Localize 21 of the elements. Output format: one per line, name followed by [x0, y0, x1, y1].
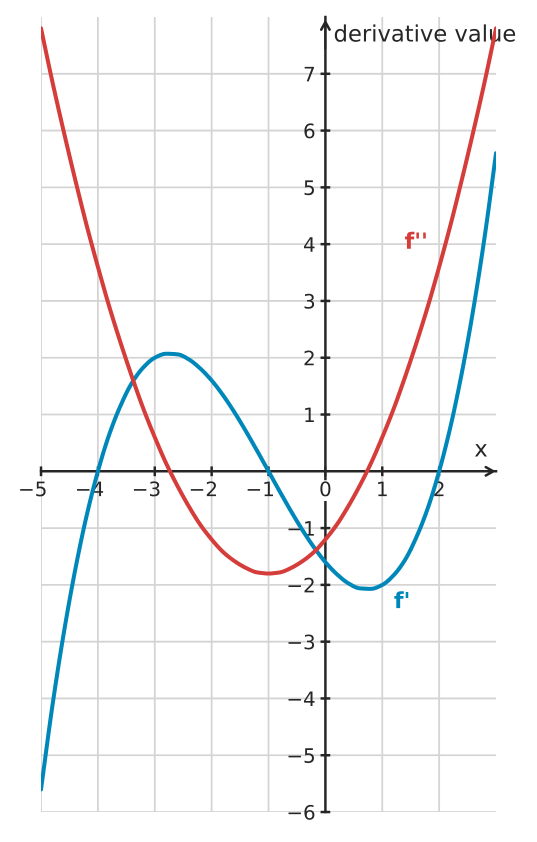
y-tick-label: 1 [305, 408, 314, 422]
series-label: f'' [405, 232, 426, 249]
y-tick-label: −6 [288, 804, 314, 820]
x-tick-label: 1 [378, 482, 387, 496]
y-tick-label: 5 [304, 180, 314, 196]
y-tick-label: −3 [288, 634, 314, 650]
y-tick-label: 6 [304, 123, 314, 138]
x-tick-label: −3 [134, 481, 160, 496]
y-tick-label: 7 [304, 66, 314, 82]
x-tick-label: −2 [190, 481, 216, 496]
y-tick-label: −5 [288, 748, 314, 764]
y-tick-label: −4 [288, 692, 315, 706]
y-tick-label: −2 [288, 578, 314, 592]
x-tick-label: 0 [320, 481, 330, 496]
x-tick-label: −1 [248, 482, 274, 496]
x-axis-title: x [474, 444, 487, 457]
series-label: f' [394, 591, 408, 608]
y-tick-label: 4 [304, 237, 315, 252]
y-tick-label: 2 [304, 350, 314, 366]
x-tick-label: −5 [20, 482, 46, 496]
y-tick-label: 3 [304, 294, 314, 309]
